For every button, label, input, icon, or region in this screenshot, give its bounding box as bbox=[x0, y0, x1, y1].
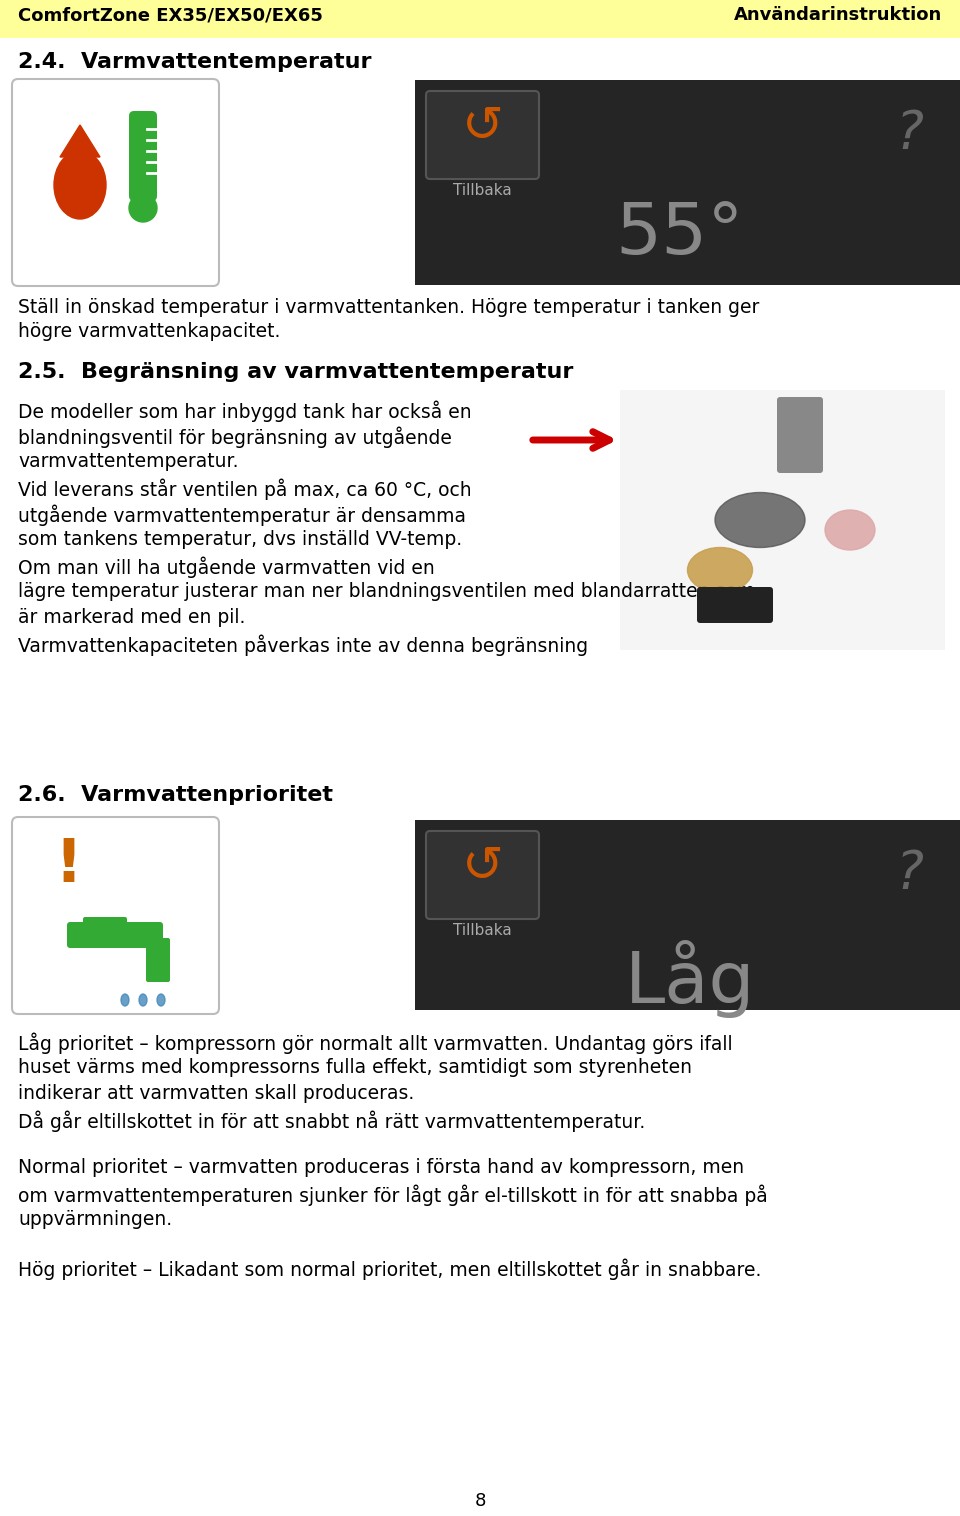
FancyBboxPatch shape bbox=[697, 587, 773, 623]
Text: indikerar att varmvatten skall produceras.: indikerar att varmvatten skall producera… bbox=[18, 1084, 415, 1104]
FancyBboxPatch shape bbox=[777, 397, 823, 473]
Text: Varmvattenkapaciteten påverkas inte av denna begränsning: Varmvattenkapaciteten påverkas inte av d… bbox=[18, 634, 588, 655]
Text: 8: 8 bbox=[474, 1492, 486, 1510]
FancyBboxPatch shape bbox=[146, 938, 170, 982]
FancyBboxPatch shape bbox=[67, 922, 163, 948]
Text: lägre temperatur justerar man ner blandningsventilen med blandarratten som: lägre temperatur justerar man ner blandn… bbox=[18, 582, 756, 600]
FancyBboxPatch shape bbox=[12, 817, 219, 1014]
Ellipse shape bbox=[121, 994, 129, 1007]
Bar bbox=[0, 0, 960, 38]
Text: 2.4.  Varmvattentemperatur: 2.4. Varmvattentemperatur bbox=[18, 52, 372, 71]
Bar bbox=[415, 820, 960, 1010]
Text: varmvattentemperatur.: varmvattentemperatur. bbox=[18, 452, 238, 471]
Ellipse shape bbox=[687, 547, 753, 593]
Ellipse shape bbox=[139, 994, 147, 1007]
Ellipse shape bbox=[715, 493, 805, 547]
Text: 2.5.  Begränsning av varmvattentemperatur: 2.5. Begränsning av varmvattentemperatur bbox=[18, 362, 573, 382]
Text: Om man vill ha utgående varmvatten vid en: Om man vill ha utgående varmvatten vid e… bbox=[18, 556, 435, 578]
FancyBboxPatch shape bbox=[83, 917, 127, 932]
FancyBboxPatch shape bbox=[426, 831, 539, 919]
Ellipse shape bbox=[157, 994, 165, 1007]
Text: ↺: ↺ bbox=[462, 843, 503, 891]
FancyBboxPatch shape bbox=[426, 91, 539, 179]
Text: uppvärmningen.: uppvärmningen. bbox=[18, 1210, 172, 1229]
Text: ComfortZone EX35/EX50/EX65: ComfortZone EX35/EX50/EX65 bbox=[18, 6, 323, 24]
Text: Hög prioritet – Likadant som normal prioritet, men eltillskottet går in snabbare: Hög prioritet – Likadant som normal prio… bbox=[18, 1258, 761, 1280]
Text: som tankens temperatur, dvs inställd VV-temp.: som tankens temperatur, dvs inställd VV-… bbox=[18, 531, 462, 549]
Text: om varmvattentemperaturen sjunker för lågt går el-tillskott in för att snabba på: om varmvattentemperaturen sjunker för lå… bbox=[18, 1184, 768, 1205]
Ellipse shape bbox=[825, 509, 875, 550]
Text: 2.6.  Varmvattenprioritet: 2.6. Varmvattenprioritet bbox=[18, 785, 333, 805]
Text: Då går eltillskottet in för att snabbt nå rätt varmvattentemperatur.: Då går eltillskottet in för att snabbt n… bbox=[18, 1110, 645, 1131]
Text: ?: ? bbox=[896, 108, 924, 161]
Text: blandningsventil för begränsning av utgående: blandningsventil för begränsning av utgå… bbox=[18, 426, 452, 447]
Text: Normal prioritet – varmvatten produceras i första hand av kompressorn, men: Normal prioritet – varmvatten produceras… bbox=[18, 1158, 744, 1176]
Text: högre varmvattenkapacitet.: högre varmvattenkapacitet. bbox=[18, 321, 280, 341]
Text: Låg: Låg bbox=[625, 940, 756, 1019]
Text: Tillbaka: Tillbaka bbox=[453, 923, 512, 938]
FancyBboxPatch shape bbox=[12, 79, 219, 287]
Text: Användarinstruktion: Användarinstruktion bbox=[733, 6, 942, 24]
Text: De modeller som har inbyggd tank har också en: De modeller som har inbyggd tank har ock… bbox=[18, 400, 471, 421]
Ellipse shape bbox=[129, 194, 157, 221]
Polygon shape bbox=[60, 124, 100, 158]
Ellipse shape bbox=[54, 152, 106, 218]
Text: !: ! bbox=[54, 835, 82, 894]
Text: ↺: ↺ bbox=[462, 103, 503, 152]
Text: ?: ? bbox=[896, 847, 924, 901]
Text: utgående varmvattentemperatur är densamma: utgående varmvattentemperatur är densamm… bbox=[18, 503, 466, 526]
Text: Vid leverans står ventilen på max, ca 60 °C, och: Vid leverans står ventilen på max, ca 60… bbox=[18, 478, 471, 499]
FancyBboxPatch shape bbox=[129, 111, 157, 202]
Text: huset värms med kompressorns fulla effekt, samtidigt som styrenheten: huset värms med kompressorns fulla effek… bbox=[18, 1058, 692, 1076]
Text: Låg prioritet – kompressorn gör normalt allt varmvatten. Undantag görs ifall: Låg prioritet – kompressorn gör normalt … bbox=[18, 1032, 732, 1054]
Text: Tillbaka: Tillbaka bbox=[453, 183, 512, 199]
Text: 55°: 55° bbox=[615, 200, 744, 268]
Text: är markerad med en pil.: är markerad med en pil. bbox=[18, 608, 246, 628]
Bar bbox=[415, 80, 960, 285]
Text: Ställ in önskad temperatur i varmvattentanken. Högre temperatur i tanken ger: Ställ in önskad temperatur i varmvattent… bbox=[18, 299, 759, 317]
Bar bbox=[620, 390, 945, 650]
